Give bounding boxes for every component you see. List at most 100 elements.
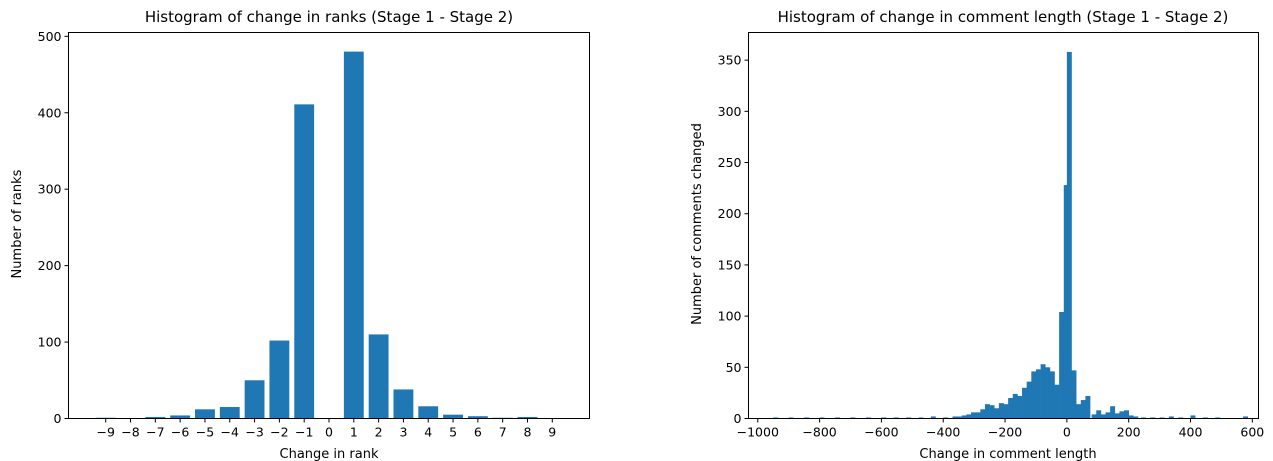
chart1-xtick-label: −2 <box>270 425 288 440</box>
chart1-ticks: −9 −8 −7 −6 −5 −4 −3 −2 −1 0 1 2 3 4 5 6 7 8 9 0 100 200 300 40… <box>38 29 557 440</box>
chart1-xtick-label: −1 <box>295 425 313 440</box>
chart1-xtick-label: 5 <box>449 425 457 440</box>
bar-rank-6 <box>467 416 488 419</box>
chart1-ylabel: Number of ranks <box>10 169 25 278</box>
bin-bar <box>1178 417 1184 419</box>
bar-rank-5 <box>443 414 463 419</box>
bin-bar <box>1119 411 1125 419</box>
bin-bar <box>881 417 887 419</box>
chart2-xtick-label: 400 <box>1179 425 1203 440</box>
bin-bar <box>1159 417 1165 419</box>
bin-bar <box>804 417 810 419</box>
bin-bar <box>1049 371 1055 419</box>
bin-bar <box>918 417 924 419</box>
chart2-ticks: −1000 −800 −600 −400 −200 0 200 400 600 0 50 100 150… <box>718 53 1265 440</box>
bin-bar <box>1054 384 1060 419</box>
bin-bar <box>943 417 949 419</box>
bin-bar <box>1031 371 1037 419</box>
bin-bar <box>1091 414 1097 419</box>
chart2-xtick-label: −1000 <box>737 425 779 440</box>
bar-rank--3 <box>244 380 265 419</box>
chart2-xtick-label: 600 <box>1240 425 1264 440</box>
chart1-ytick-label: 400 <box>38 105 62 120</box>
bin-bar <box>1076 404 1082 419</box>
chart1-xtick-label: −8 <box>121 425 139 440</box>
chart1-xtick-label: −3 <box>245 425 263 440</box>
chart2-ytick-label: 50 <box>726 360 742 375</box>
chart1-title: Histogram of change in ranks (Stage 1 - … <box>145 8 513 26</box>
bin-bar <box>952 416 958 419</box>
chart1-xtick-label: −5 <box>196 425 214 440</box>
chart1-ytick-label: 300 <box>38 182 62 197</box>
chart2-ytick-label: 100 <box>718 309 742 324</box>
chart2-ylabel: Number of comments changed <box>690 123 705 325</box>
bar-rank-1 <box>343 51 364 419</box>
bin-bar <box>1008 398 1014 419</box>
chart2-ytick-label: 250 <box>718 155 742 170</box>
chart1-xtick-label: 6 <box>474 425 482 440</box>
chart1-axes-frame <box>68 32 590 419</box>
chart1-xlabel: Change in rank <box>280 447 379 461</box>
bin-bar <box>1071 370 1077 419</box>
chart2-ytick-label: 300 <box>718 104 742 119</box>
bar-rank--7 <box>145 416 166 419</box>
bin-bar <box>1128 415 1134 419</box>
bin-bar <box>975 412 981 419</box>
bin-bar <box>1190 415 1196 419</box>
chart1-xtick-label: 2 <box>375 425 383 440</box>
chart1-ytick-label: 100 <box>38 335 62 350</box>
bin-bar <box>1105 412 1111 419</box>
bin-bar <box>1059 312 1065 419</box>
bar-rank-8 <box>517 416 538 419</box>
bin-bar <box>1022 387 1027 419</box>
bin-bar <box>1215 417 1221 419</box>
chart1-xtick-label: −7 <box>146 425 164 440</box>
chart2-ytick-label: 0 <box>734 411 742 426</box>
bin-bar <box>1243 416 1248 419</box>
chart2-ytick-label: 200 <box>718 206 742 221</box>
bar-rank-3 <box>393 389 414 419</box>
rank-change-histogram: Histogram of change in ranks (Stage 1 - … <box>10 8 590 461</box>
bin-bar <box>971 412 976 419</box>
bin-bar <box>1141 417 1146 419</box>
bin-bar <box>1202 417 1208 419</box>
bin-bar <box>906 417 912 419</box>
bin-bar <box>1003 404 1009 419</box>
bin-bar <box>893 417 899 419</box>
bar-rank--4 <box>219 407 240 419</box>
bin-bar <box>930 416 936 419</box>
bin-bar <box>984 404 990 419</box>
chart1-xtick-label: 1 <box>350 425 358 440</box>
bin-bar <box>1066 51 1072 419</box>
bin-bar <box>1040 364 1046 419</box>
chart1-xtick-label: 8 <box>523 425 531 440</box>
bin-bar <box>788 417 794 419</box>
bin-bar <box>994 408 1000 419</box>
chart1-ytick-label: 0 <box>54 411 62 426</box>
bar-rank--1 <box>294 104 315 419</box>
bin-bar <box>1063 185 1069 419</box>
bin-bar <box>773 417 779 419</box>
bin-bar <box>1045 367 1051 419</box>
chart1-ytick-label: 500 <box>38 29 62 44</box>
chart2-axes-frame <box>748 32 1259 419</box>
bar-rank-2 <box>368 334 389 419</box>
bin-bar <box>819 417 825 419</box>
bin-bar <box>998 403 1004 419</box>
bin-bar <box>1026 381 1032 419</box>
bin-bar <box>1080 400 1086 419</box>
bar-rank--5 <box>195 409 215 419</box>
chart2-xlabel: Change in comment length <box>919 447 1096 461</box>
chart2-xtick-label: −200 <box>988 425 1022 440</box>
chart1-xtick-label: −4 <box>221 425 239 440</box>
bin-bar <box>957 416 963 419</box>
bin-bar <box>1124 410 1129 419</box>
chart1-xtick-label: 3 <box>399 425 407 440</box>
chart1-xtick-label: 4 <box>424 425 432 440</box>
bin-bar <box>865 417 871 419</box>
chart1-xtick-label: 0 <box>325 425 333 440</box>
bar-rank--2 <box>269 340 290 419</box>
bin-bar <box>1035 369 1041 419</box>
chart2-bars <box>773 51 1248 419</box>
